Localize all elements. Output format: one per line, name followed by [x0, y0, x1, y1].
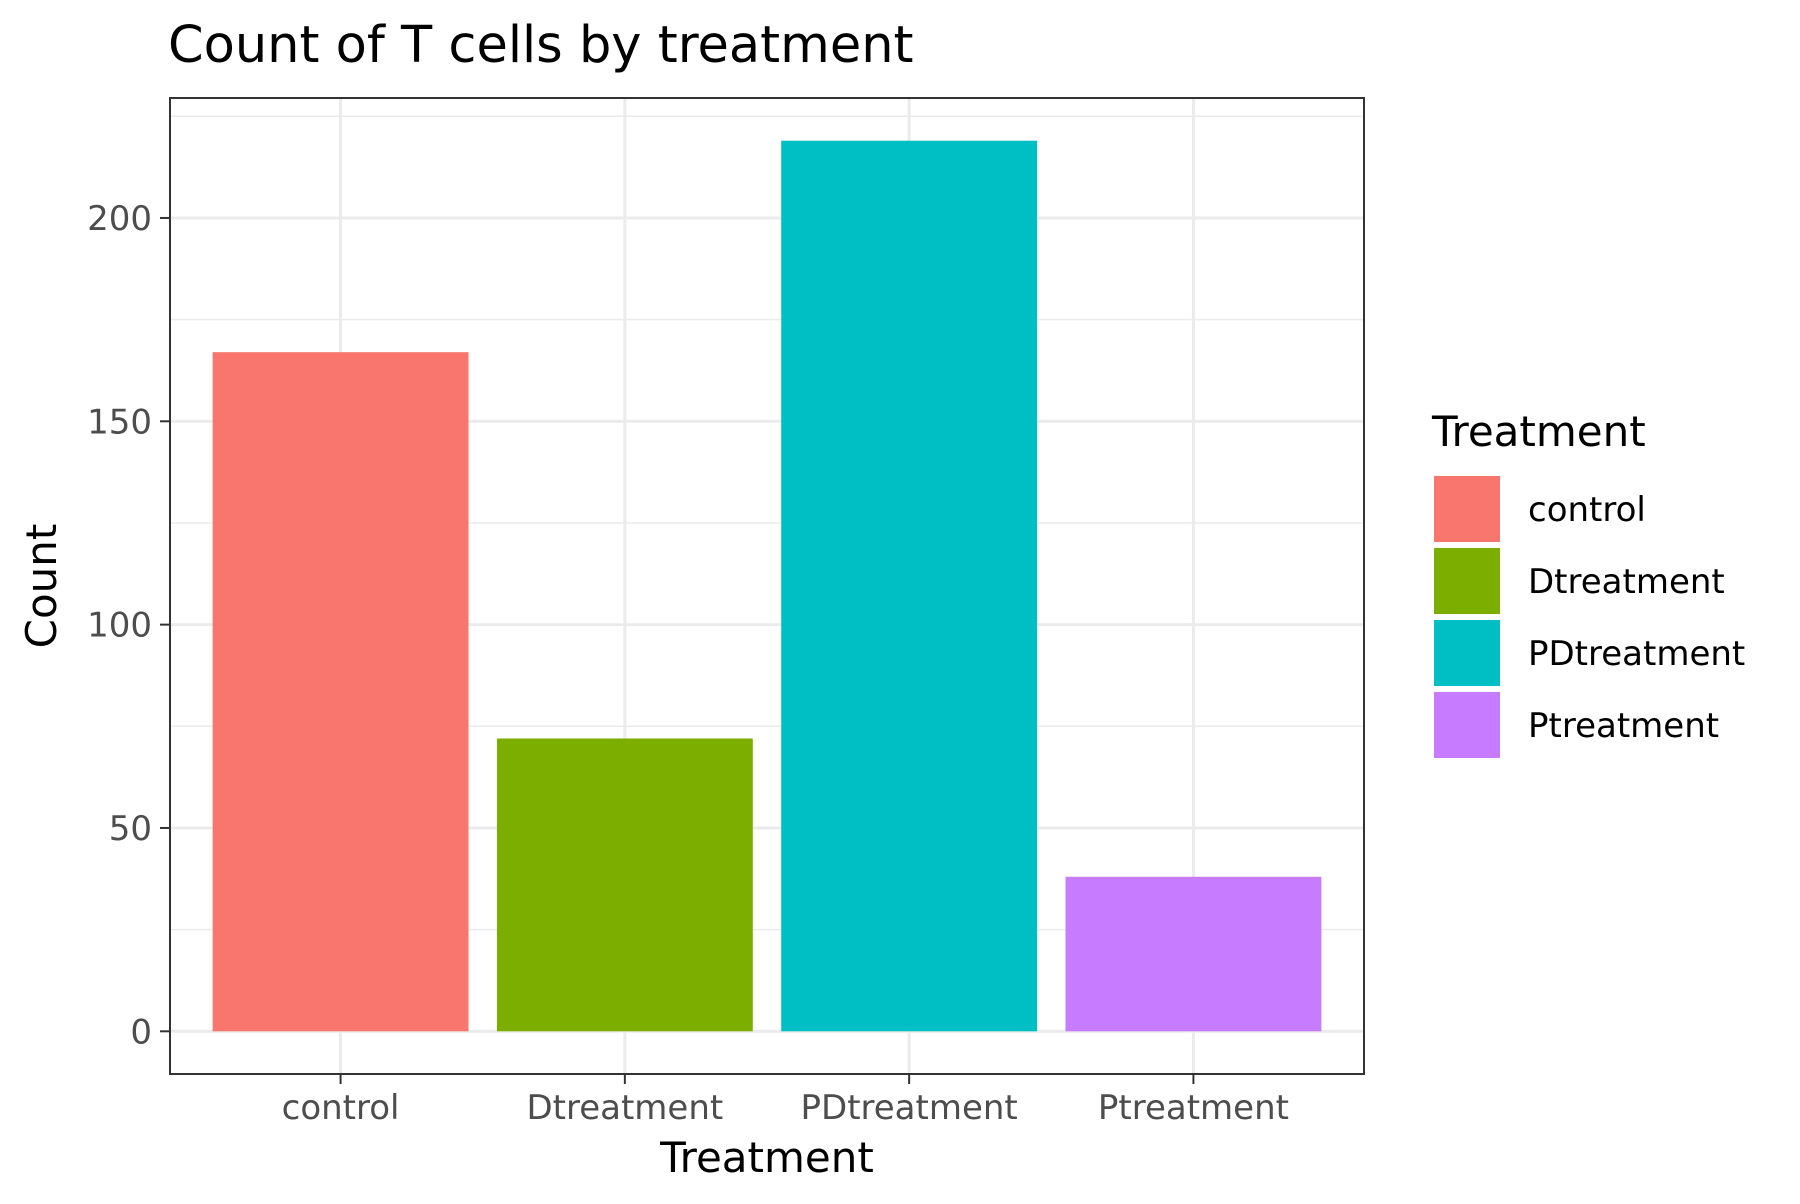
- bar-pdtreatment: [781, 140, 1038, 1032]
- legend-label: PDtreatment: [1528, 634, 1745, 674]
- legend-label: control: [1528, 490, 1646, 530]
- y-tick-label: 100: [87, 606, 152, 646]
- legend-key-pdtreatment: [1434, 620, 1500, 686]
- legend-key-ptreatment: [1434, 692, 1500, 758]
- legend-label: Dtreatment: [1528, 562, 1725, 602]
- legend-key-control: [1434, 476, 1500, 542]
- bar-dtreatment: [496, 738, 753, 1032]
- legend: Treatment control Dtreatment PDtreatment Pt…: [1431, 407, 1745, 758]
- y-axis: 0 50 100 150 200: [87, 199, 170, 1052]
- bar-ptreatment: [1065, 876, 1322, 1032]
- x-axis-title: Treatment: [659, 1133, 874, 1182]
- y-tick-label: 200: [87, 199, 152, 239]
- x-tick-label: Dtreatment: [526, 1088, 723, 1128]
- chart-title: Count of T cells by treatment: [168, 16, 914, 75]
- legend-key-dtreatment: [1434, 548, 1500, 614]
- y-tick-label: 0: [130, 1012, 152, 1052]
- bars: [212, 140, 1322, 1032]
- y-tick-label: 150: [87, 402, 152, 442]
- bar-control: [212, 352, 469, 1032]
- plot-panel-border: [169, 97, 1365, 1075]
- legend-title: Treatment: [1431, 407, 1646, 456]
- x-axis: control Dtreatment PDtreatment Ptreatment: [282, 1074, 1289, 1128]
- x-tick-label: control: [282, 1088, 400, 1128]
- y-tick-label: 50: [109, 809, 152, 849]
- legend-label: Ptreatment: [1528, 706, 1719, 746]
- x-tick-label: PDtreatment: [801, 1088, 1018, 1128]
- y-axis-title: Count: [17, 524, 66, 649]
- x-tick-label: Ptreatment: [1098, 1088, 1289, 1128]
